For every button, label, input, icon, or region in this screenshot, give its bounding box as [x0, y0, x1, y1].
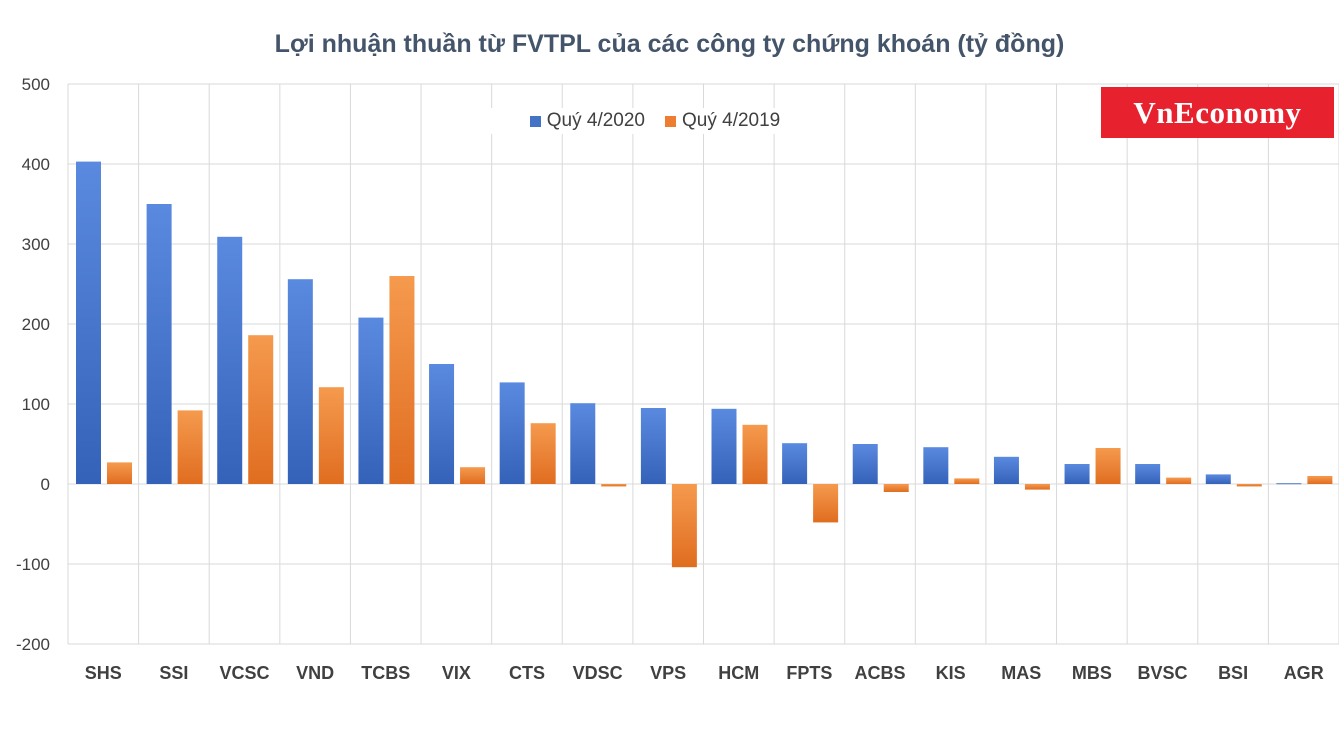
bar-q4-2019-kis — [954, 478, 980, 484]
bar-q4-2020-acbs — [852, 444, 878, 484]
bar-q4-2020-mas — [993, 456, 1019, 484]
legend: Quý 4/2020 Quý 4/2019 — [490, 108, 820, 134]
bar-q4-2020-vdsc — [570, 403, 596, 484]
bar-q4-2019-mbs — [1095, 448, 1121, 484]
bar-q4-2019-vps — [671, 484, 697, 568]
x-tick-label: CTS — [509, 663, 545, 683]
bar-q4-2020-hcm — [711, 408, 737, 484]
x-tick-label: BVSC — [1137, 663, 1187, 683]
x-tick-label: ACBS — [855, 663, 906, 683]
bar-q4-2020-tcbs — [358, 317, 384, 484]
bar-q4-2019-vix — [460, 467, 486, 484]
bar-q4-2019-mas — [1024, 484, 1050, 490]
bar-q4-2020-vnd — [287, 279, 313, 484]
y-tick-label: 200 — [22, 315, 50, 334]
x-tick-label: VCSC — [220, 663, 270, 683]
bar-q4-2020-cts — [499, 382, 525, 484]
x-tick-label: VIX — [442, 663, 471, 683]
bar-q4-2020-ssi — [146, 204, 172, 484]
x-tick-label: MAS — [1001, 663, 1041, 683]
grid-layer — [67, 83, 1339, 645]
bar-q4-2020-fpts — [782, 443, 808, 484]
label-layer: 500 400 300 200 100 0 -100 -200 SHS SSI VCSC VND TCB… — [16, 75, 1324, 683]
bar-q4-2019-vcsc — [248, 335, 274, 484]
bar-q4-2020-kis — [923, 447, 949, 484]
bar-q4-2020-mbs — [1064, 464, 1090, 484]
bar-q4-2019-bsi — [1236, 484, 1262, 487]
y-tick-label: -200 — [16, 635, 50, 654]
x-tick-label: SHS — [85, 663, 122, 683]
bar-q4-2019-vdsc — [601, 484, 627, 487]
y-tick-label: 400 — [22, 155, 50, 174]
bar-q4-2019-cts — [530, 423, 556, 484]
legend-label-series-1: Quý 4/2020 — [546, 110, 645, 131]
bar-q4-2019-ssi — [177, 410, 203, 484]
bar-q4-2019-fpts — [813, 484, 839, 523]
bar-q4-2019-acbs — [883, 484, 909, 492]
y-tick-label: 300 — [22, 235, 50, 254]
legend-swatch-series-1 — [529, 115, 541, 127]
legend-item-series-2: Quý 4/2019 — [665, 110, 780, 132]
bar-layer — [76, 161, 1333, 568]
bar-q4-2019-vnd — [318, 387, 344, 484]
bar-q4-2019-bvsc — [1166, 477, 1192, 484]
x-tick-label: VPS — [650, 663, 686, 683]
chart-title: Lợi nhuận thuần từ FVTPL của các công ty… — [274, 30, 1065, 58]
legend-item-series-1: Quý 4/2020 — [529, 110, 645, 132]
x-tick-label: VDSC — [573, 663, 623, 683]
y-tick-label: -100 — [16, 555, 50, 574]
y-tick-label: 100 — [22, 395, 50, 414]
x-tick-label: MBS — [1072, 663, 1112, 683]
y-tick-label: 0 — [41, 475, 50, 494]
x-tick-label: BSI — [1218, 663, 1248, 683]
legend-swatch-series-2 — [665, 115, 676, 127]
bar-q4-2020-shs — [76, 161, 101, 484]
y-tick-label: 500 — [22, 75, 50, 94]
x-tick-label: FPTS — [786, 663, 832, 683]
legend-label-series-2: Quý 4/2019 — [682, 110, 781, 131]
bar-q4-2020-vps — [640, 408, 666, 484]
x-tick-label: KIS — [936, 663, 966, 683]
bar-q4-2019-hcm — [742, 424, 768, 484]
x-tick-label: HCM — [718, 663, 759, 683]
bar-q4-2019-tcbs — [389, 276, 415, 484]
bar-q4-2019-agr — [1307, 476, 1333, 484]
vneconomy-logo: VnEconomy — [1101, 87, 1334, 138]
x-tick-label: TCBS — [361, 663, 410, 683]
bar-q4-2020-vix — [429, 364, 455, 484]
x-tick-label: VND — [296, 663, 334, 683]
bar-q4-2020-agr — [1276, 483, 1302, 485]
bar-q4-2020-vcsc — [217, 236, 243, 484]
x-tick-label: SSI — [159, 663, 188, 683]
bar-q4-2020-bvsc — [1135, 464, 1161, 484]
x-tick-label: AGR — [1284, 663, 1324, 683]
bar-q4-2019-shs — [107, 462, 132, 484]
bar-q4-2020-bsi — [1205, 474, 1231, 484]
